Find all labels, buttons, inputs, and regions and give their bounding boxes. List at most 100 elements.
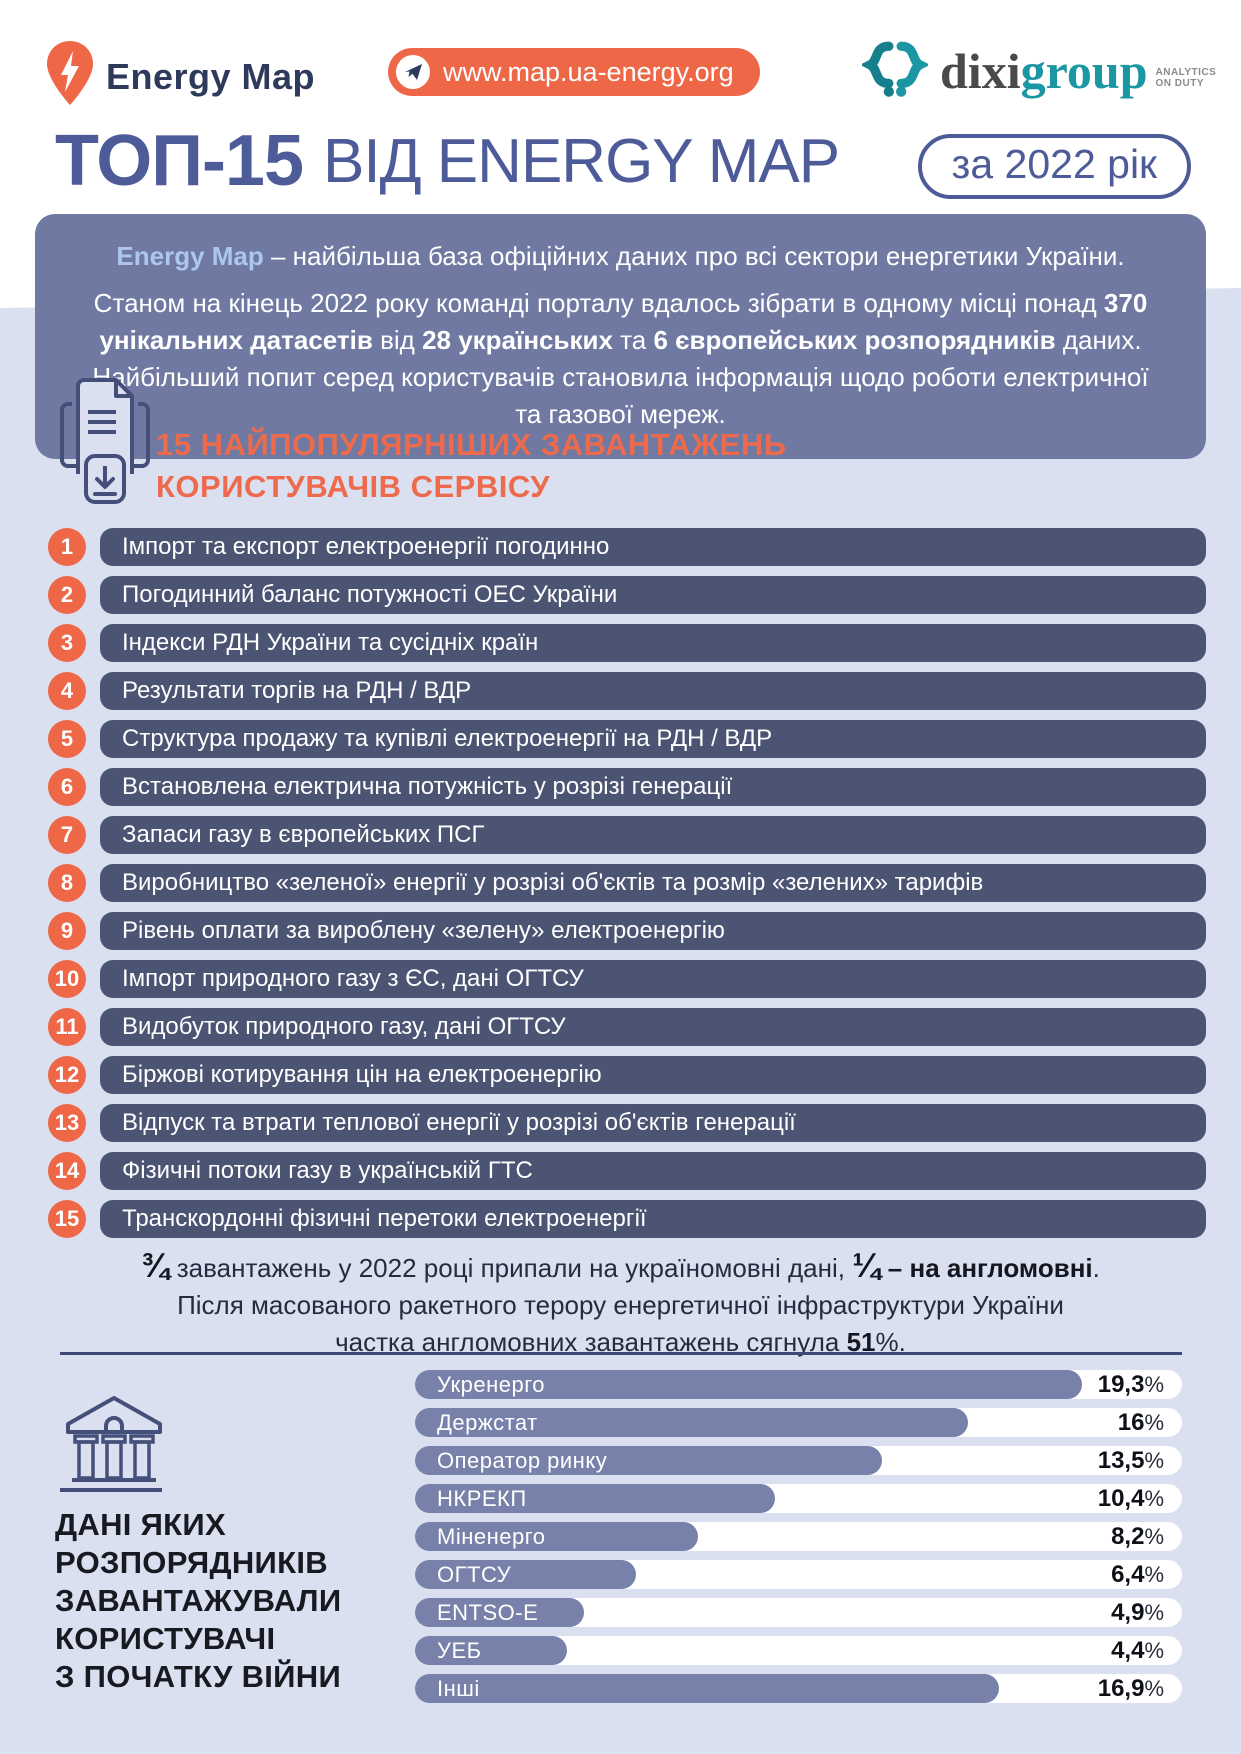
bar-label: Оператор ринку — [437, 1448, 608, 1473]
intro-box: Energy Map – найбільша база офіційних да… — [35, 214, 1206, 459]
bar-track: НКРЕКП 10,4% — [415, 1484, 1182, 1513]
chart-title-line-4: КОРИСТУВАЧІ — [55, 1621, 276, 1656]
bar-track: ENTSO-E 4,9% — [415, 1598, 1182, 1627]
bar-track: Держстат 16% — [415, 1408, 1182, 1437]
list-item-pill: Видобуток природного газу, дані ОГТСУ — [100, 1008, 1206, 1046]
note-line-3: частка англомовних завантажень сягнула 5… — [70, 1324, 1171, 1361]
send-arrow-icon — [396, 55, 430, 89]
bar-track: Міненерго 8,2% — [415, 1522, 1182, 1551]
list-item-pill: Встановлена електрична потужність у розр… — [100, 768, 1206, 806]
list-item-pill: Запаси газу в європейських ПСГ — [100, 816, 1206, 854]
list-rank: 10 — [48, 960, 86, 998]
bar-value-number: 10,4 — [1097, 1485, 1145, 1512]
list-item: 13 Відпуск та втрати теплової енергії у … — [48, 1104, 1206, 1142]
document-download-icon — [60, 378, 150, 504]
list-item: 7 Запаси газу в європейських ПСГ — [48, 816, 1206, 854]
bar-value-percent: % — [1144, 1524, 1164, 1549]
list-item: 11 Видобуток природного газу, дані ОГТСУ — [48, 1008, 1206, 1046]
bar-value: 4,9% — [1111, 1598, 1164, 1630]
section-divider — [60, 1352, 1182, 1355]
bar-value-number: 19,3 — [1097, 1371, 1145, 1398]
list-item-label: Фізичні потоки газу в українській ГТС — [122, 1157, 533, 1184]
text-segment: 28 українських — [422, 324, 613, 355]
list-item-pill: Результати торгів на РДН / ВДР — [100, 672, 1206, 710]
bar — [415, 1636, 568, 1665]
bar-value-percent: % — [1144, 1448, 1164, 1473]
list-rank: 1 — [48, 528, 86, 566]
list-item-label: Результати торгів на РДН / ВДР — [122, 677, 472, 704]
title-top15: ТОП-15 — [55, 121, 304, 201]
list-rank: 3 — [48, 624, 86, 662]
bar — [415, 1370, 1083, 1399]
bar-track: Оператор ринку 13,5% — [415, 1446, 1182, 1475]
dixigroup-brain-icon — [862, 41, 928, 97]
chart-title-line-1: ДАНІ ЯКИХ — [55, 1507, 226, 1542]
bar-label: ENTSO-E — [437, 1600, 539, 1625]
bar — [415, 1598, 585, 1627]
list-item-pill: Виробництво «зеленої» енергії у розрізі … — [100, 864, 1206, 902]
bar-label: ОГТСУ — [437, 1562, 512, 1587]
bar — [415, 1560, 637, 1589]
bar-value: 10,4% — [1098, 1484, 1164, 1516]
list-item-label: Транскордонні фізичні перетоки електроен… — [122, 1205, 647, 1232]
list-item-pill: Відпуск та втрати теплової енергії у роз… — [100, 1104, 1206, 1142]
bar-value-percent: % — [1144, 1372, 1164, 1397]
section-heading: 15 НАЙПОПУЛЯРНІШИХ ЗАВАНТАЖЕНЬ КОРИСТУВА… — [156, 424, 787, 508]
text-segment: Energy Map — [116, 241, 264, 271]
list-rank: 14 — [48, 1152, 86, 1190]
bar-value-number: 8,2 — [1111, 1523, 1145, 1550]
dixigroup-wordmark: dixigroup — [940, 46, 1148, 96]
text-segment: 370 унікальних датасетів — [99, 287, 1148, 355]
text-segment: Після масованого ракетного терору енерге… — [177, 1290, 1064, 1320]
list-item-pill: Біржові котирування цін на електроенергі… — [100, 1056, 1206, 1094]
bar — [415, 1446, 882, 1475]
list-rank: 5 — [48, 720, 86, 758]
text-segment: Станом на кінець 2022 року команді порта… — [93, 287, 1104, 318]
bar-value-percent: % — [1144, 1638, 1164, 1663]
energy-map-logo-pin-icon — [47, 41, 93, 105]
chart-title: ДАНІ ЯКИХ РОЗПОРЯДНИКІВ ЗАВАНТАЖУВАЛИ КО… — [55, 1506, 341, 1696]
bar-value: 19,3% — [1098, 1370, 1164, 1402]
dixigroup-tagline: ANALYTICS ON DUTY — [1156, 67, 1217, 89]
list-item: 3 Індекси РДН України та сусідніх країн — [48, 624, 1206, 662]
list-item: 15 Транскордонні фізичні перетоки електр… — [48, 1200, 1206, 1238]
bar — [415, 1408, 969, 1437]
bar-value-number: 16 — [1117, 1409, 1145, 1436]
tagline-line-2: ON DUTY — [1155, 78, 1204, 89]
list-rank: 7 — [48, 816, 86, 854]
intro-paragraph-1: Energy Map – найбільша база офіційних да… — [79, 238, 1162, 275]
text-segment: ¾ — [141, 1247, 170, 1285]
list-item-pill: Структура продажу та купівлі електроенер… — [100, 720, 1206, 758]
list-item-label: Запаси газу в європейських ПСГ — [122, 821, 485, 848]
dixi-text: dixi — [940, 43, 1021, 99]
section-heading-line-2: КОРИСТУВАЧІВ СЕРВІСУ — [156, 469, 551, 504]
brand-title: Energy Map — [106, 56, 316, 97]
bar-value: 8,2% — [1111, 1522, 1164, 1554]
website-url: www.map.ua-energy.org — [443, 56, 734, 87]
summary-note: ¾ завантажень у 2022 році припали на укр… — [70, 1247, 1171, 1361]
bar-label: УЕБ — [437, 1638, 482, 1663]
bar-value: 16% — [1118, 1408, 1164, 1440]
list-rank: 6 — [48, 768, 86, 806]
list-item-label: Виробництво «зеленої» енергії у розрізі … — [122, 869, 984, 896]
bar-value: 13,5% — [1098, 1446, 1164, 1478]
list-item: 8 Виробництво «зеленої» енергії у розріз… — [48, 864, 1206, 902]
intro-paragraph-2: Станом на кінець 2022 року команді порта… — [79, 285, 1162, 433]
list-item: 14 Фізичні потоки газу в українській ГТС — [48, 1152, 1206, 1190]
bar-value-number: 4,4 — [1111, 1637, 1145, 1664]
list-rank: 13 — [48, 1104, 86, 1142]
list-item-label: Встановлена електрична потужність у розр… — [122, 773, 733, 800]
bar — [415, 1674, 1000, 1703]
bar-value-percent: % — [1144, 1676, 1164, 1701]
bar-label: Міненерго — [437, 1524, 546, 1549]
bar-value: 4,4% — [1111, 1636, 1164, 1668]
list-rank: 9 — [48, 912, 86, 950]
list-item-pill: Індекси РДН України та сусідніх країн — [100, 624, 1206, 662]
bar-label: Держстат — [437, 1410, 538, 1435]
bar-chart: Укренерго 19,3% Держстат 16% Оператор ри… — [415, 1370, 1182, 1712]
list-item: 6 Встановлена електрична потужність у ро… — [48, 768, 1206, 806]
website-link[interactable]: www.map.ua-energy.org — [388, 48, 760, 96]
text-segment: – найбільша база офіційних даних про всі… — [263, 241, 1125, 271]
page-title: ТОП-15 ВІД ENERGY MAP — [55, 120, 840, 202]
